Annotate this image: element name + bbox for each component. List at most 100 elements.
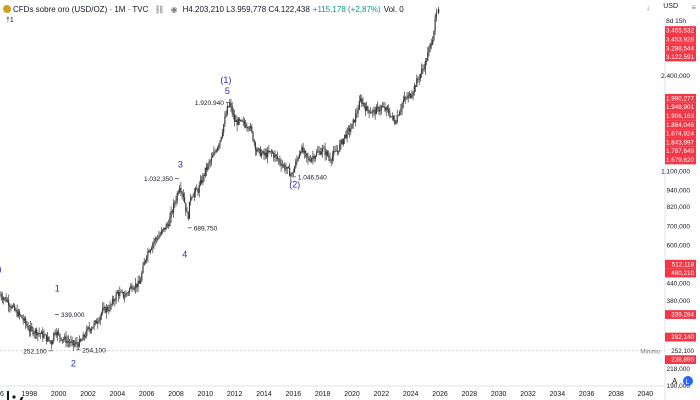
candle <box>254 141 257 156</box>
x-tick-label: 96 <box>0 391 4 398</box>
symbol-title[interactable]: CFDs sobre oro (USD/OZ) · 1M · TVC <box>13 4 149 14</box>
candle <box>269 150 271 155</box>
svg-text:3.465,532: 3.465,532 <box>666 28 695 35</box>
candle <box>337 150 340 155</box>
price-axis[interactable]: 2.400,000 1.100,000 940,000 820,000 700,000 6… <box>661 26 696 390</box>
ohlc-values: H4.203,210 L3.959,778 C4.122,438 <box>182 4 310 14</box>
candle <box>92 326 94 329</box>
menu-icon[interactable]: ≡ <box>691 3 696 12</box>
candle <box>407 91 409 103</box>
candle-layer <box>0 6 440 352</box>
x-tick-label: 2032 <box>520 391 536 398</box>
price-badge: 282,140 <box>665 332 696 342</box>
candle <box>136 283 138 293</box>
candle <box>104 305 106 314</box>
candle <box>7 294 10 312</box>
x-tick-label: 2028 <box>462 391 478 398</box>
candle <box>33 330 35 339</box>
minimum-badge: 252,100 <box>665 346 696 356</box>
x-tick-label: 2034 <box>550 391 566 398</box>
candle <box>322 144 324 158</box>
candle <box>77 341 79 350</box>
candle <box>289 163 291 177</box>
auto-scale-icon[interactable]: A <box>672 377 678 386</box>
price-badge: 512,118 <box>665 259 696 269</box>
price-annotation: 1.046,540 <box>291 174 327 181</box>
candle <box>429 42 431 53</box>
download-icon[interactable]: ↓ <box>646 3 650 12</box>
candle <box>232 108 235 120</box>
candle <box>385 106 387 117</box>
log-scale-icon[interactable]: L <box>683 376 693 386</box>
candle <box>390 116 392 118</box>
y-tick-label: 1.100,000 <box>661 168 690 175</box>
wave-label: ) <box>0 264 2 274</box>
svg-text:3.122,591: 3.122,591 <box>666 54 695 61</box>
candle <box>143 258 145 266</box>
svg-text:512,118: 512,118 <box>672 261 695 268</box>
candle <box>245 119 247 129</box>
candle <box>95 318 98 324</box>
x-tick-label: 2012 <box>227 391 243 398</box>
currency-label[interactable]: USD <box>663 3 678 10</box>
candle <box>12 302 15 308</box>
candle <box>260 149 263 159</box>
svg-text:282,140: 282,140 <box>671 334 694 341</box>
candle <box>193 187 195 201</box>
candle <box>152 241 154 253</box>
candle <box>196 184 198 190</box>
svg-text:1.948,901: 1.948,901 <box>666 104 695 111</box>
candle <box>290 172 292 183</box>
candle <box>153 238 155 250</box>
y-tick-label: 218,000 <box>667 366 691 373</box>
candle <box>171 209 173 215</box>
candle <box>84 331 87 339</box>
symbol-icon[interactable] <box>3 5 11 13</box>
minimum-label: Mínimo <box>640 349 660 355</box>
price-badge: 3.288,544 <box>665 43 696 53</box>
candle <box>179 184 181 194</box>
candle <box>258 147 260 154</box>
candle <box>247 125 249 133</box>
tradingview-logo-icon[interactable] <box>4 391 24 400</box>
candle <box>197 187 199 196</box>
svg-text:1.843,997: 1.843,997 <box>666 139 695 146</box>
candle <box>419 73 422 82</box>
candle <box>115 290 117 304</box>
candle <box>357 104 359 118</box>
candle <box>21 315 23 319</box>
candle <box>259 146 261 157</box>
y-tick-label: 820,000 <box>667 204 691 211</box>
x-tick-label: 2022 <box>374 391 390 398</box>
candle <box>268 145 270 154</box>
candle <box>34 327 37 340</box>
wave-label: 5 <box>225 86 230 96</box>
candle <box>214 148 216 155</box>
candle <box>87 326 89 331</box>
candle <box>64 333 66 342</box>
candle <box>168 219 170 229</box>
annotation-layer: (1)51.920,940 3 1.032,350 689,750 4 (2)1.046,… <box>0 75 665 368</box>
compare-icon[interactable]: ⛓ <box>154 4 165 14</box>
candle <box>28 324 30 337</box>
candle <box>416 74 418 88</box>
candle <box>216 146 219 152</box>
candle <box>106 305 109 313</box>
candle <box>174 200 176 209</box>
x-tick-label: 2040 <box>638 391 654 398</box>
eye-icon[interactable]: ◉ <box>170 4 178 14</box>
candle <box>215 148 217 154</box>
time-axis[interactable]: 96 1998 2000 2002 2004 2006 2008 2010 2012 2014 20… <box>0 391 653 398</box>
x-tick-label: 2038 <box>608 391 624 398</box>
candle <box>394 114 396 126</box>
candle <box>333 146 335 162</box>
candle <box>229 99 231 109</box>
candle <box>44 333 46 336</box>
candle <box>29 320 32 337</box>
candle <box>364 102 367 116</box>
candle <box>286 166 288 175</box>
candle <box>177 189 180 196</box>
candle <box>62 336 65 343</box>
candle <box>234 109 236 127</box>
